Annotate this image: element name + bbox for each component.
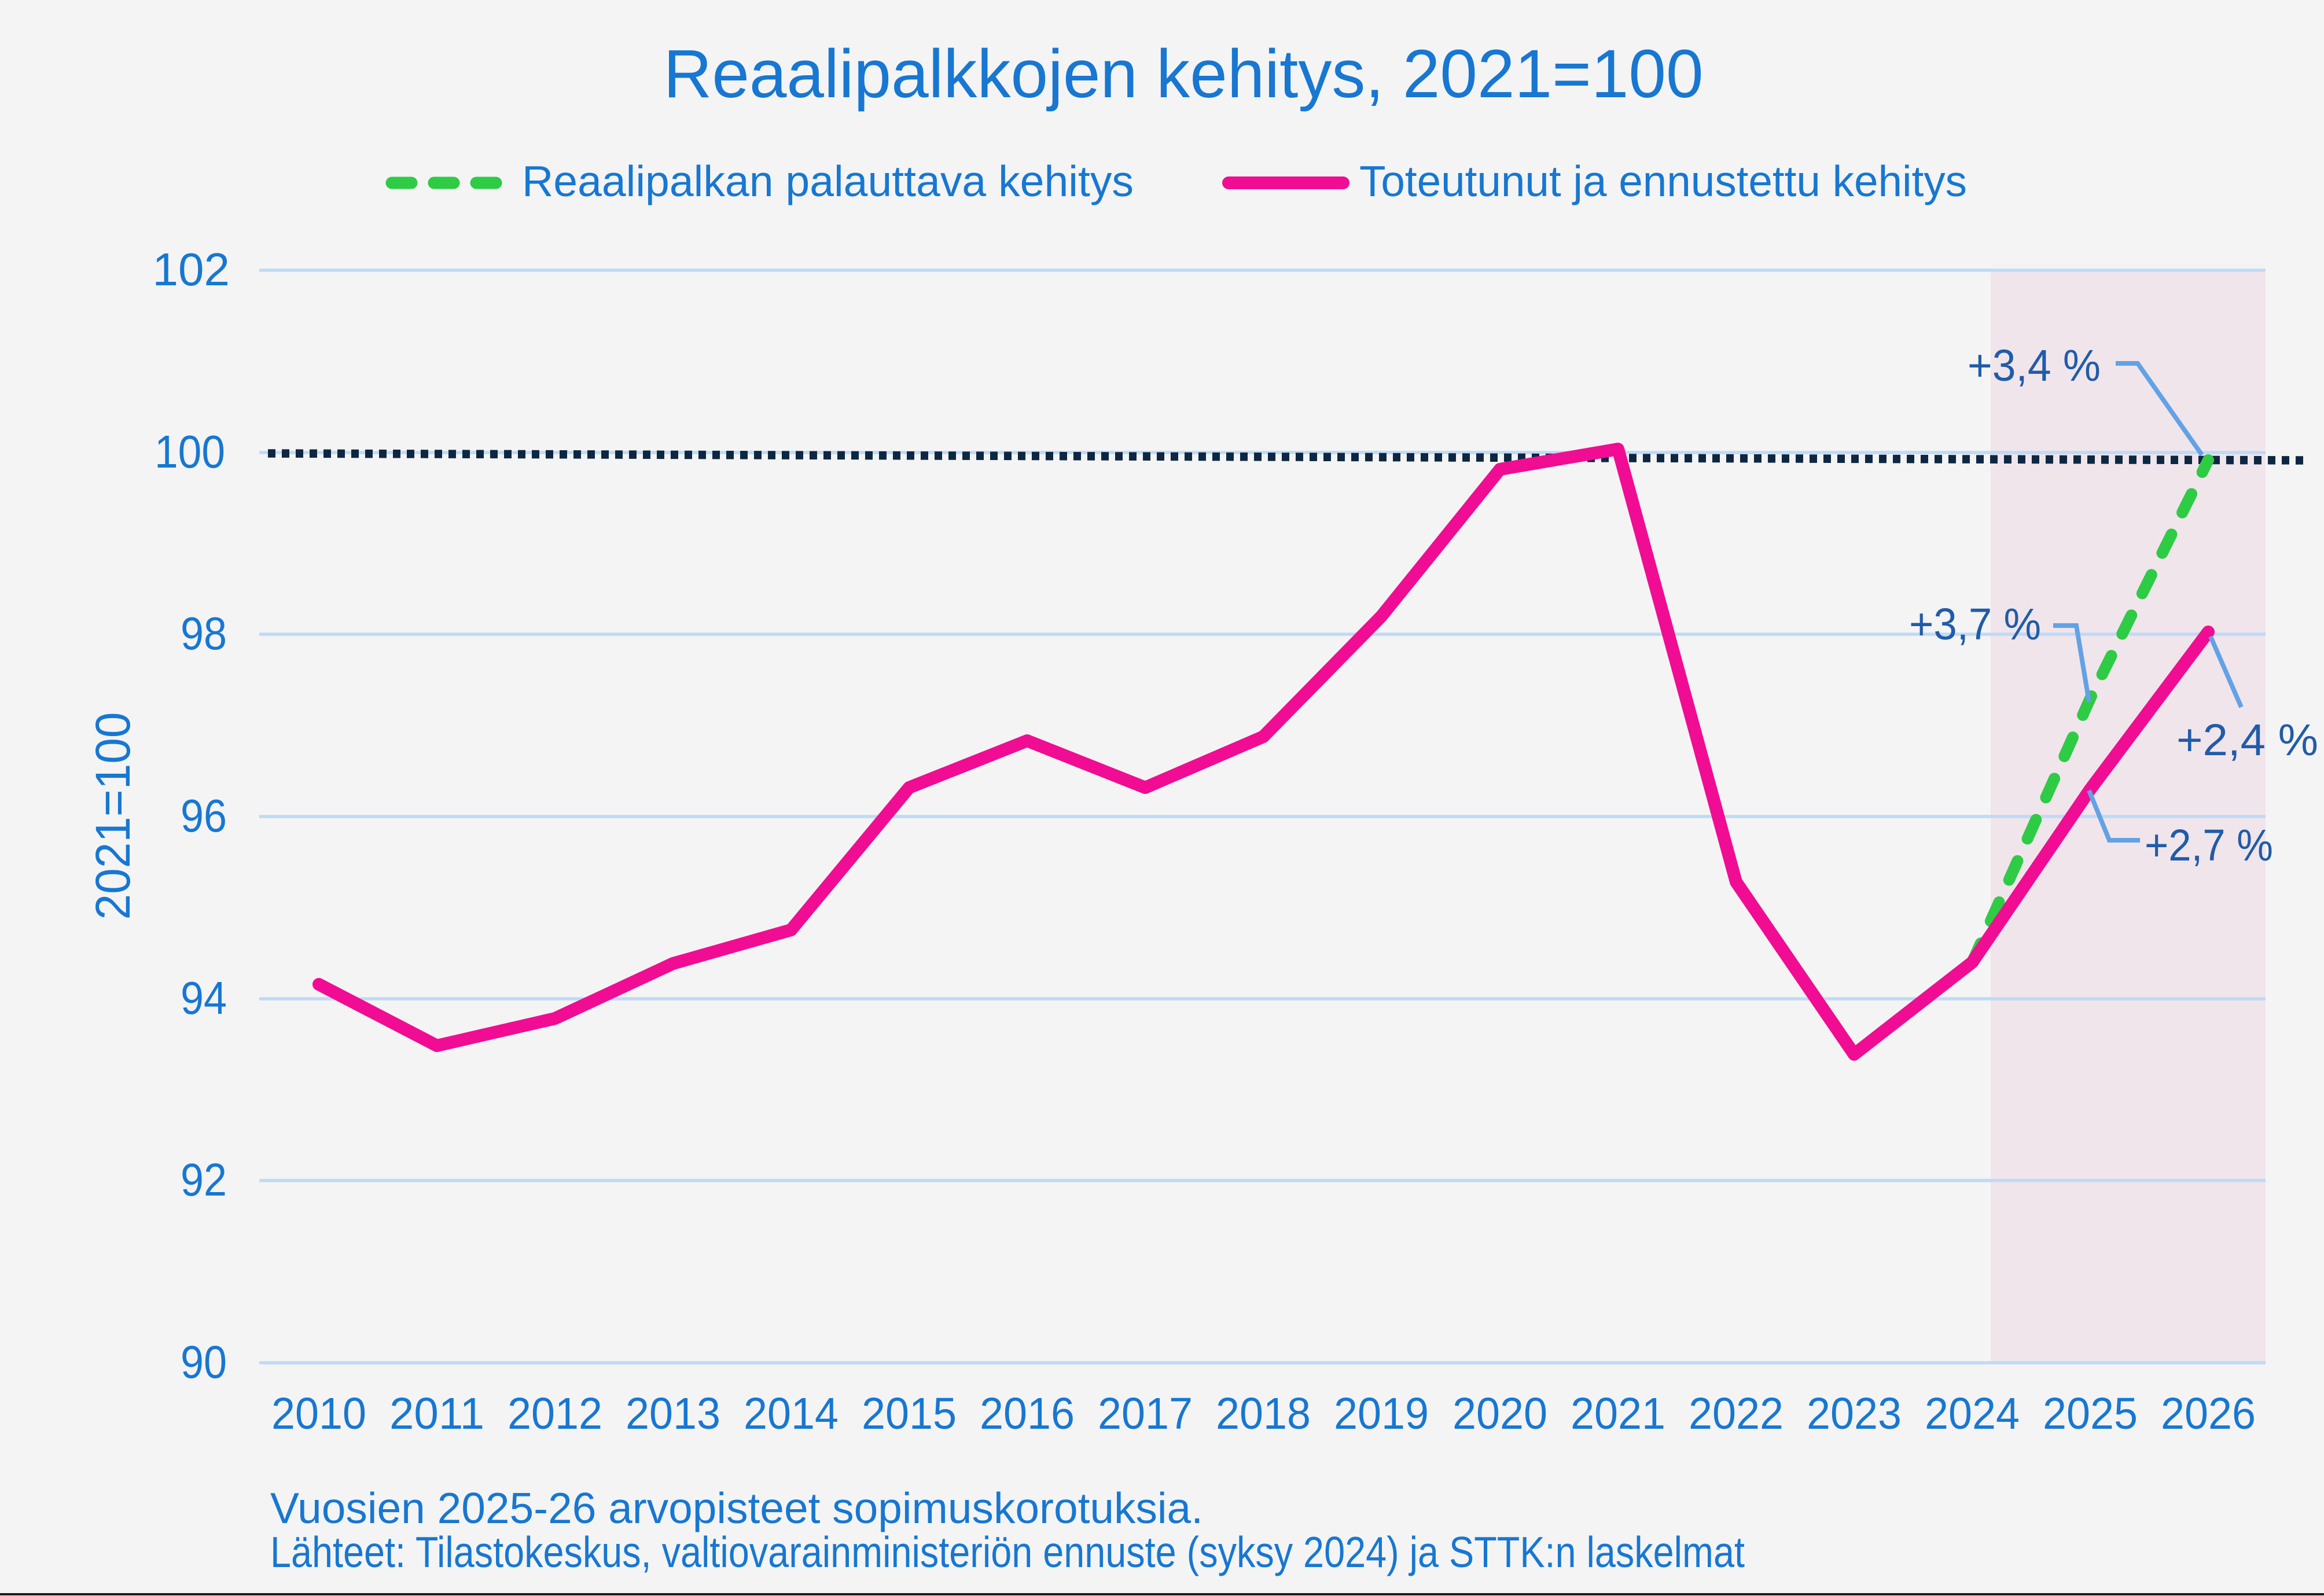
svg-text:Reaalipalkkojen kehitys, 2021=: Reaalipalkkojen kehitys, 2021=100 — [664, 36, 1704, 112]
svg-text:2025: 2025 — [2043, 1389, 2138, 1439]
svg-text:+3,4 %: +3,4 % — [1968, 341, 2101, 391]
svg-text:Vuosien 2025-26 arvopisteet so: Vuosien 2025-26 arvopisteet sopimuskorot… — [270, 1484, 1203, 1532]
svg-text:2020: 2020 — [1452, 1389, 1547, 1439]
svg-text:102: 102 — [153, 244, 230, 295]
svg-text:Reaalipalkan palauttava kehity: Reaalipalkan palauttava kehitys — [522, 157, 1134, 205]
svg-text:2014: 2014 — [744, 1389, 839, 1439]
svg-text:Lähteet: Tilastokeskus, valtio: Lähteet: Tilastokeskus, valtiovarainmini… — [270, 1528, 1745, 1576]
svg-text:100: 100 — [155, 426, 225, 477]
svg-text:2011: 2011 — [389, 1389, 484, 1439]
svg-text:2024: 2024 — [1925, 1389, 2020, 1439]
svg-text:92: 92 — [181, 1154, 227, 1205]
svg-text:2016: 2016 — [980, 1389, 1075, 1439]
svg-text:2012: 2012 — [508, 1389, 602, 1439]
svg-text:90: 90 — [181, 1336, 227, 1388]
svg-text:2021=100: 2021=100 — [86, 712, 140, 920]
svg-text:98: 98 — [181, 608, 227, 659]
svg-text:2021: 2021 — [1571, 1389, 1665, 1439]
svg-text:2015: 2015 — [862, 1389, 957, 1439]
svg-text:94: 94 — [181, 972, 227, 1024]
svg-text:2023: 2023 — [1807, 1389, 1902, 1439]
svg-text:2013: 2013 — [626, 1389, 720, 1439]
svg-text:+3,7 %: +3,7 % — [1909, 600, 2041, 649]
svg-text:96: 96 — [181, 790, 227, 841]
svg-text:2010: 2010 — [271, 1389, 366, 1439]
svg-text:2022: 2022 — [1689, 1389, 1784, 1439]
svg-text:+2,4 %: +2,4 % — [2176, 715, 2318, 765]
svg-text:2017: 2017 — [1098, 1389, 1193, 1439]
svg-text:Toteutunut ja ennustettu kehit: Toteutunut ja ennustettu kehitys — [1359, 157, 1967, 205]
svg-text:2026: 2026 — [2161, 1389, 2256, 1439]
svg-text:+2,7 %: +2,7 % — [2145, 821, 2273, 870]
svg-text:2019: 2019 — [1334, 1389, 1429, 1439]
svg-text:2018: 2018 — [1216, 1389, 1311, 1439]
